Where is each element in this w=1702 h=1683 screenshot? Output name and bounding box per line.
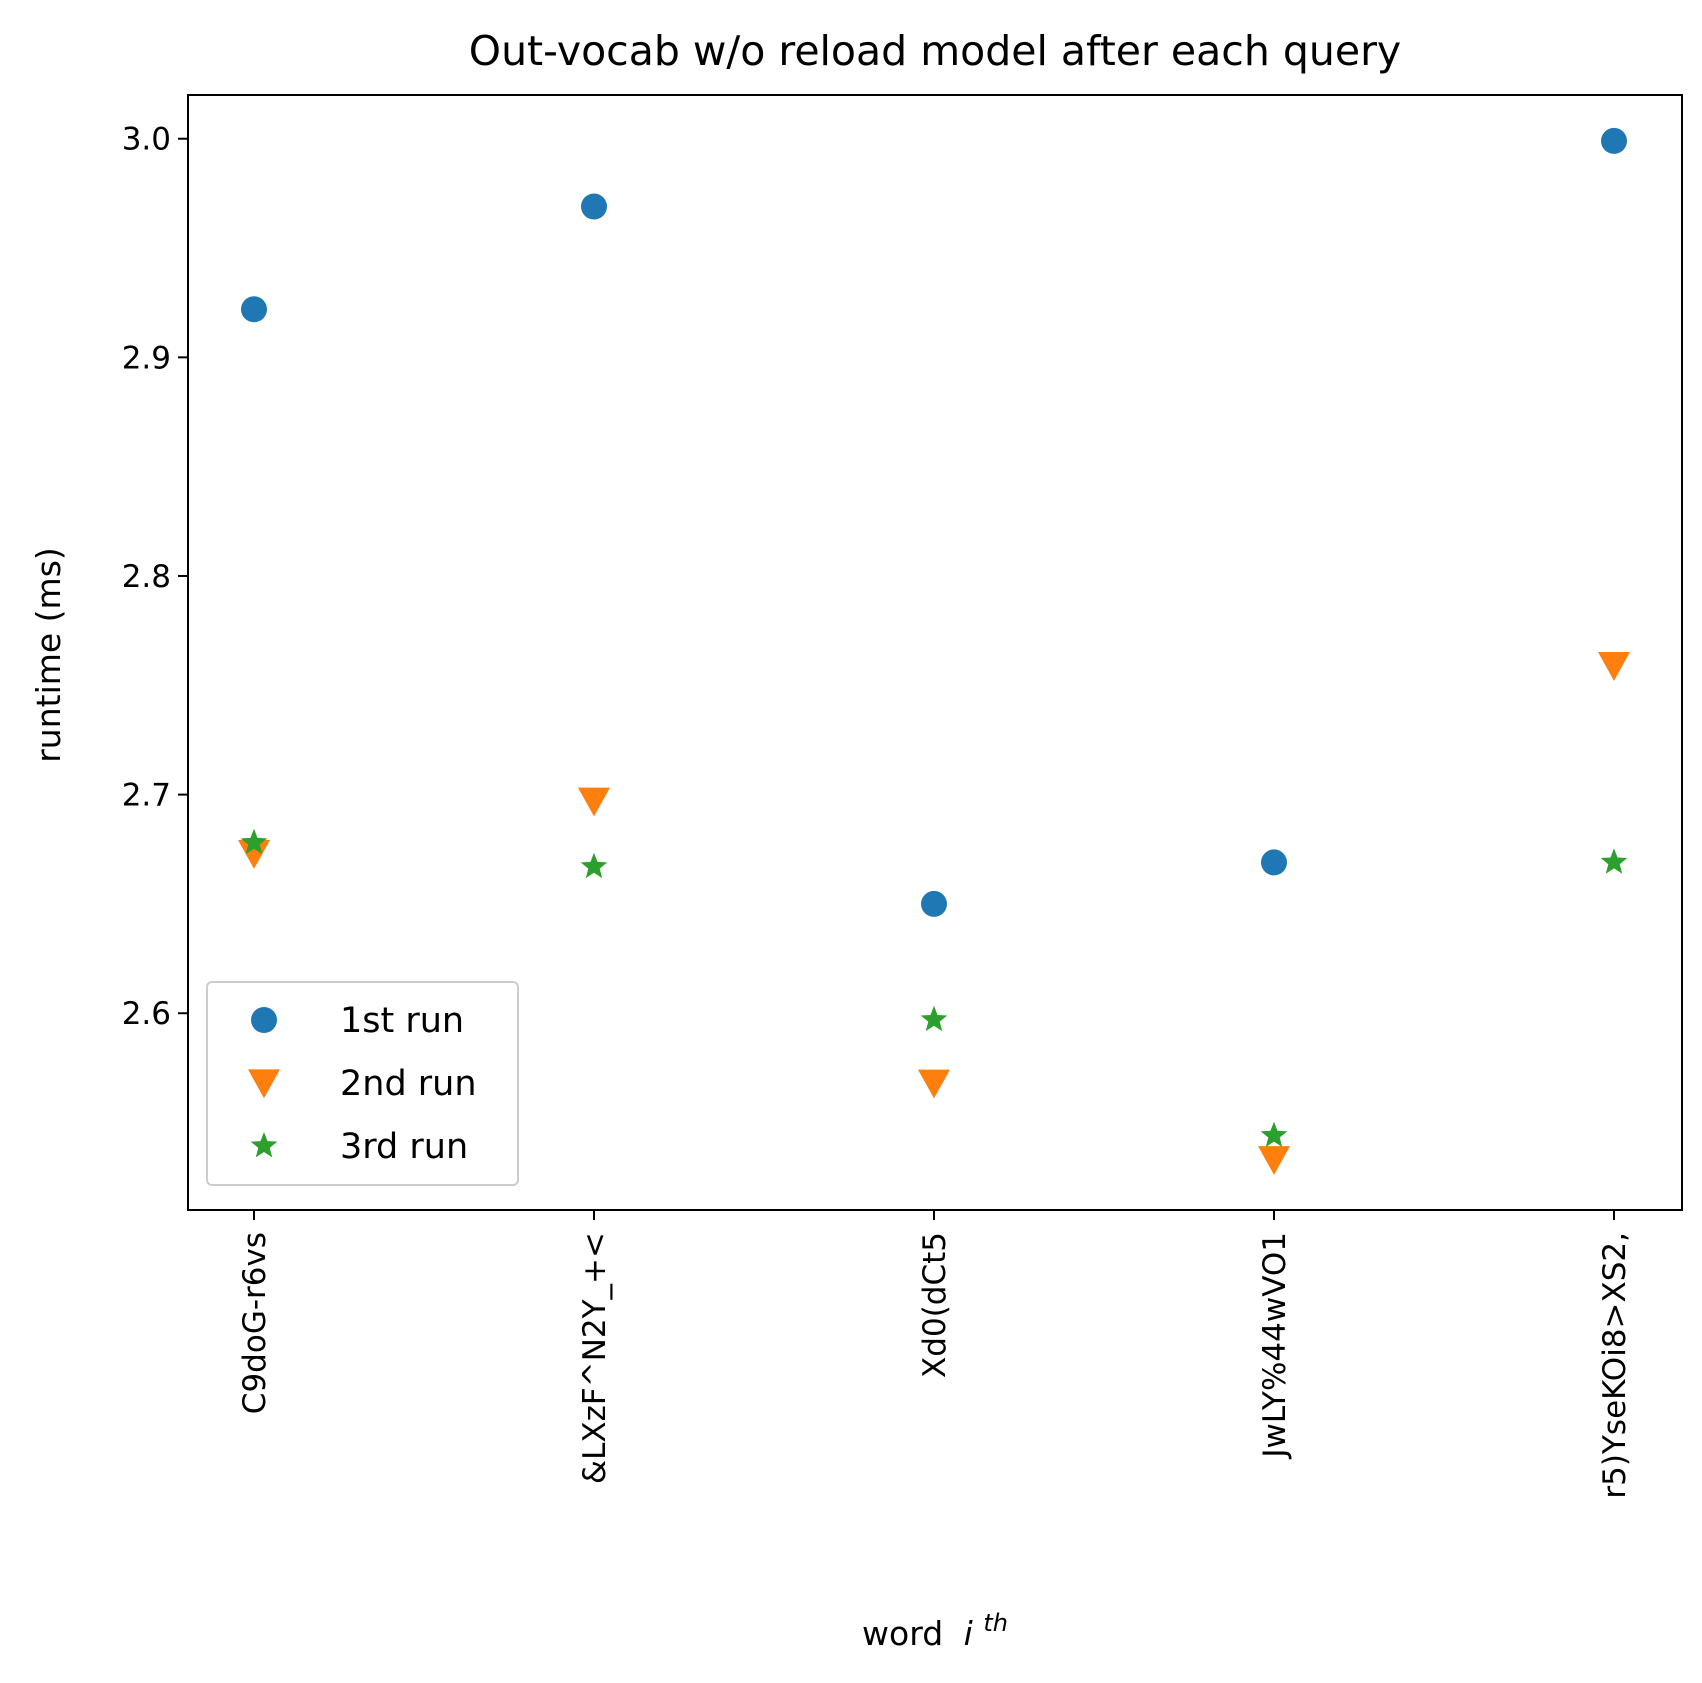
series-2nd-run bbox=[238, 652, 1630, 1175]
data-point bbox=[241, 296, 267, 323]
series-1st-run bbox=[241, 127, 1627, 917]
legend-box bbox=[206, 981, 519, 1186]
x-axis-label-italic: i bbox=[964, 1614, 973, 1653]
series-layer bbox=[238, 127, 1630, 1175]
y-tick-label: 2.7 bbox=[122, 778, 171, 814]
data-point bbox=[921, 890, 947, 917]
x-tick-label: Xd0(dCt5 bbox=[917, 1232, 953, 1378]
data-point bbox=[920, 1005, 948, 1032]
data-point bbox=[580, 852, 608, 879]
y-axis-label: runtime (ms) bbox=[29, 547, 68, 763]
data-point bbox=[581, 193, 607, 220]
data-point bbox=[1600, 848, 1628, 874]
y-tick-label: 2.8 bbox=[122, 559, 171, 595]
data-point bbox=[1258, 1146, 1290, 1175]
legend-label: 3rd run bbox=[340, 1127, 468, 1167]
legend-marker bbox=[251, 1007, 277, 1033]
series-3rd-run bbox=[240, 828, 1628, 1147]
y-tick-label: 2.9 bbox=[122, 340, 171, 376]
y-tick-label: 2.6 bbox=[122, 996, 171, 1032]
x-axis-label: word i th bbox=[862, 1609, 1008, 1653]
legend: 1st run 2nd run 3rd run bbox=[206, 981, 519, 1186]
x-axis-label-word: word bbox=[862, 1614, 943, 1653]
x-axis: C9doG-r6vs &LXzF^N2Y_+< Xd0(dCt5 JwLY%44wVO… bbox=[237, 1210, 1633, 1499]
y-axis: 2.6 2.7 2.8 2.9 3.0 bbox=[122, 122, 188, 1032]
x-axis-label-superscript: th bbox=[983, 1609, 1008, 1637]
chart-title: Out-vocab w/o reload model after each qu… bbox=[469, 27, 1401, 75]
x-tick-label: r5)YseKOi8>XS2, bbox=[1597, 1232, 1633, 1499]
legend-entry: 3rd run bbox=[250, 1127, 468, 1167]
legend-marker bbox=[248, 1069, 280, 1099]
data-point bbox=[918, 1069, 950, 1099]
legend-marker bbox=[250, 1132, 278, 1158]
legend-label: 2nd run bbox=[340, 1064, 477, 1104]
x-tick-label: C9doG-r6vs bbox=[237, 1232, 273, 1414]
x-tick-label: JwLY%44wVO1 bbox=[1257, 1232, 1293, 1460]
legend-label: 1st run bbox=[340, 1001, 464, 1041]
data-point bbox=[1601, 127, 1627, 154]
y-tick-label: 3.0 bbox=[122, 122, 171, 158]
data-point bbox=[578, 787, 610, 817]
data-point bbox=[1598, 652, 1630, 681]
data-point bbox=[240, 828, 268, 855]
data-point bbox=[1261, 849, 1287, 876]
legend-entry: 2nd run bbox=[248, 1064, 477, 1104]
legend-entry: 1st run bbox=[251, 1001, 464, 1041]
data-point bbox=[1260, 1121, 1288, 1147]
data-point bbox=[238, 840, 270, 869]
x-tick-label: &LXzF^N2Y_+< bbox=[577, 1232, 613, 1484]
